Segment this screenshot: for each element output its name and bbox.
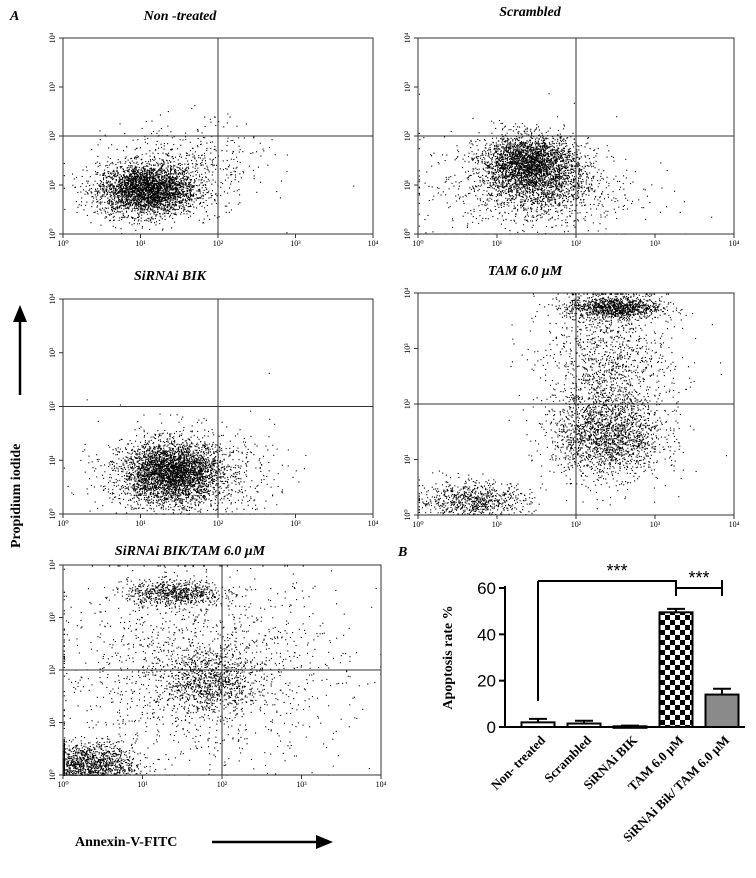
- x-axis-arrow: [212, 835, 333, 849]
- y-tick-label: 10¹: [48, 179, 57, 190]
- y-tick-label: 10¹: [48, 717, 57, 728]
- x-tick-label: 10⁰: [57, 780, 68, 789]
- x-tick-label: 10²: [217, 780, 228, 789]
- y-tick-label: 10²: [48, 664, 57, 675]
- x-tick-label: 10⁴: [368, 239, 379, 248]
- y-tick-label: 10²: [403, 130, 412, 141]
- flow-panel-scrambled: Scrambled 10⁰ 10¹ 10² 10³ 10⁴ 10⁰ 10¹ 10² 10³ 10⁴: [403, 5, 740, 248]
- x-tick-label: 10¹: [135, 519, 146, 528]
- flow-panel-title: SiRNAi BIK/TAM 6.0 μM: [115, 544, 266, 559]
- y-tick-label: 10⁰: [403, 509, 412, 520]
- x-tick-label: 10⁴: [376, 780, 387, 789]
- bar-4: [704, 693, 740, 728]
- y-tick-label: 10⁰: [403, 228, 412, 239]
- x-tick-label: 10³: [650, 239, 661, 248]
- y-tick-label: 10⁴: [48, 32, 57, 43]
- bar-chart-y-tick: 60: [477, 579, 496, 598]
- x-tick-label: 10⁰: [57, 239, 68, 248]
- bar-chart-y-tick: 20: [477, 672, 496, 691]
- y-tick-label: 10³: [48, 612, 57, 623]
- y-tick-label: 10³: [403, 81, 412, 92]
- y-tick-label: 10³: [48, 81, 57, 92]
- flow-panel-non-treated: Non -treated 10⁰ 10¹ 10² 10³ 10⁴ 10⁰ 10¹ 10² 10³ 1…: [48, 9, 379, 248]
- flow-panel-title: Non -treated: [143, 9, 218, 24]
- flow-panel-title: Scrambled: [499, 5, 561, 20]
- bar-3: [658, 611, 694, 729]
- y-axis-arrow: [13, 305, 27, 395]
- event-dots: [63, 565, 382, 776]
- bar-1: [566, 722, 602, 729]
- flow-panel-title: SiRNAi BIK: [134, 269, 208, 284]
- y-tick-label: 10³: [403, 343, 412, 354]
- bar-chart-y-tick: 0: [487, 718, 496, 737]
- y-tick-label: 10¹: [403, 179, 412, 190]
- x-tick-label: 10⁰: [57, 519, 68, 528]
- x-tick-label: 10³: [296, 780, 307, 789]
- flow-panel-tam: TAM 6.0 μM 10⁰ 10¹ 10² 10³ 10⁴ 10⁰ 10¹ 10² 10³ 10⁴: [403, 264, 740, 529]
- event-dots: [418, 293, 727, 516]
- x-tick-label: 10⁴: [729, 520, 740, 529]
- bar-category-label: Non- treated: [488, 732, 549, 793]
- bar-chart-ylabel: Apoptosis rate %: [441, 605, 456, 709]
- significance-bracket: ***: [537, 561, 676, 701]
- flow-panel-title: TAM 6.0 μM: [488, 264, 563, 279]
- x-tick-label: 10²: [213, 239, 224, 248]
- x-tick-label: 10¹: [492, 520, 503, 529]
- y-tick-label: 10⁰: [48, 769, 57, 780]
- y-tick-label: 10⁴: [48, 559, 57, 570]
- y-tick-label: 10⁴: [403, 287, 412, 298]
- y-tick-label: 10²: [403, 398, 412, 409]
- x-tick-label: 10⁰: [412, 239, 423, 248]
- y-tick-label: 10²: [48, 401, 57, 412]
- x-tick-label: 10³: [290, 239, 301, 248]
- x-tick-label: 10¹: [492, 239, 503, 248]
- event-dots: [63, 372, 307, 515]
- y-tick-label: 10³: [48, 347, 57, 358]
- panel-b-label: B: [397, 545, 407, 560]
- x-tick-label: 10³: [650, 520, 661, 529]
- x-tick-label: 10³: [290, 519, 301, 528]
- x-axis-label: Annexin-V-FITC: [75, 835, 177, 850]
- x-tick-label: 10²: [213, 519, 224, 528]
- y-tick-label: 10²: [48, 130, 57, 141]
- bar-0: [520, 721, 556, 728]
- event-dots: [418, 93, 713, 235]
- y-tick-label: 10¹: [48, 454, 57, 465]
- x-tick-label: 10¹: [135, 239, 146, 248]
- panel-a-label: A: [9, 9, 19, 24]
- bar-chart-y-tick: 40: [477, 625, 496, 644]
- x-tick-label: 10⁰: [412, 520, 423, 529]
- y-axis-label: Propidium iodide: [9, 444, 24, 548]
- y-tick-label: 10⁴: [48, 293, 57, 304]
- y-tick-label: 10⁰: [48, 228, 57, 239]
- y-tick-label: 10⁴: [403, 32, 412, 43]
- flow-panel-sirnai-bik-tam: SiRNAi BIK/TAM 6.0 μM 10⁰ 10¹ 10² 10³ 10⁴ 10⁰ 1…: [48, 544, 387, 789]
- x-tick-label: 10²: [571, 239, 582, 248]
- x-tick-label: 10¹: [137, 780, 148, 789]
- x-tick-label: 10²: [571, 520, 582, 529]
- y-tick-label: 10⁰: [48, 508, 57, 519]
- significance-bracket: ***: [675, 568, 723, 596]
- y-tick-label: 10¹: [403, 454, 412, 465]
- flow-panel-sirnai-bik: SiRNAi BIK 10⁰ 10¹ 10² 10³ 10⁴ 10⁰ 10¹ 10² 10³ 10⁴: [48, 269, 379, 528]
- event-dots: [63, 105, 355, 235]
- x-tick-label: 10⁴: [368, 519, 379, 528]
- x-tick-label: 10⁴: [729, 239, 740, 248]
